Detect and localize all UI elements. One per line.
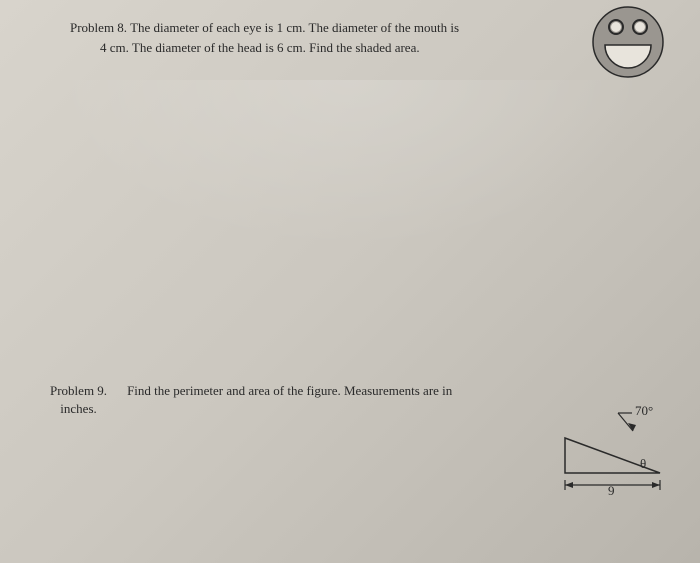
problem-8-line2: 4 cm. The diameter of the head is 6 cm. … [70, 38, 650, 58]
worksheet-page: Problem 8. The diameter of each eye is 1… [0, 0, 700, 563]
problem-9-number: Problem 9. [50, 382, 107, 400]
base-9-label: 9 [608, 483, 615, 498]
problem-8-text: Problem 8. The diameter of each eye is 1… [50, 18, 650, 57]
triangle-figure: 70° θ 9 [560, 403, 670, 503]
angle-70-label: 70° [635, 403, 653, 418]
problem-9-text: Find the perimeter and area of the figur… [127, 382, 452, 400]
problem-9-label: Problem 9. inches. [50, 382, 107, 418]
smiley-figure [591, 5, 665, 84]
problem-8-line1: Problem 8. The diameter of each eye is 1… [70, 18, 650, 38]
base-arrow-left [565, 482, 573, 488]
smiley-left-eye [611, 22, 621, 32]
angle-arrow-line [618, 413, 633, 431]
theta-label: θ [640, 456, 646, 471]
problem-8: Problem 8. The diameter of each eye is 1… [50, 18, 650, 57]
smiley-svg [591, 5, 665, 79]
problem-9-sublabel: inches. [50, 400, 107, 418]
paper-curve-shadow [0, 80, 700, 280]
smiley-right-eye [635, 22, 645, 32]
triangle-svg: 70° θ 9 [560, 403, 670, 498]
base-arrow-right [652, 482, 660, 488]
